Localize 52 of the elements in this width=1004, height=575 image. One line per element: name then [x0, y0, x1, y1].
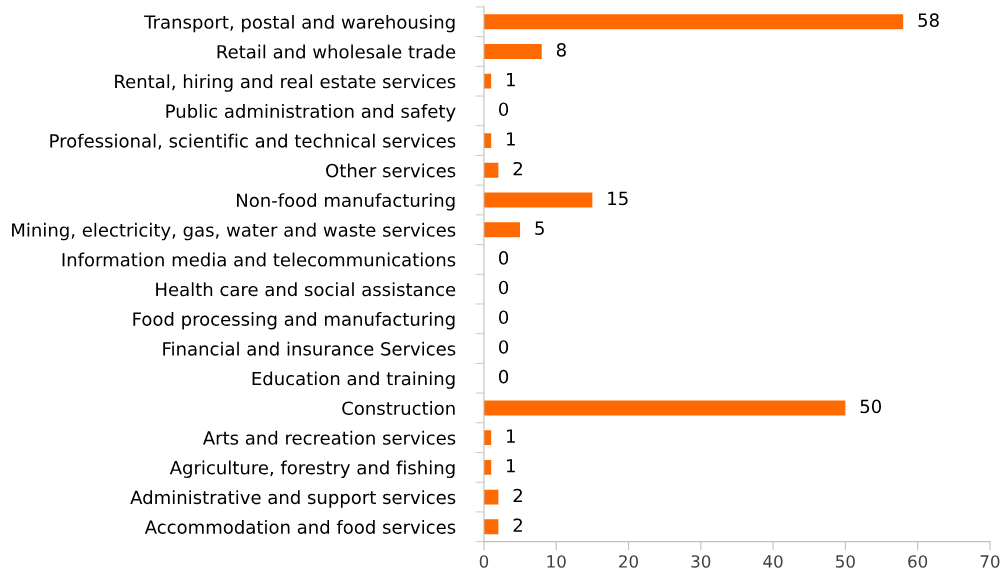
bar — [483, 489, 499, 505]
y-tick-label: Mining, electricity, gas, water and waste services — [12, 222, 456, 241]
bar — [483, 192, 593, 208]
x-tick-label: 20 — [619, 555, 638, 568]
y-tick-label: Non-food manufacturing — [237, 193, 455, 211]
data-label: 1 — [507, 132, 515, 146]
data-label: 1 — [507, 72, 515, 87]
y-tick-label: Information media and telecommunications — [62, 252, 456, 267]
data-label: 2 — [513, 488, 522, 503]
x-tick-label: 40 — [763, 555, 783, 568]
x-tick-label: 30 — [691, 555, 711, 568]
x-tick-label: 70 — [980, 555, 1000, 568]
x-tick-label: 60 — [908, 555, 928, 568]
bar — [483, 519, 499, 535]
y-tick-label: Financial and insurance Services — [163, 341, 456, 356]
y-tick-label: Health care and social assistance — [156, 282, 456, 297]
data-label: 0 — [499, 310, 509, 325]
data-label: 0 — [499, 369, 509, 384]
bar — [483, 400, 846, 416]
data-label: 8 — [556, 43, 566, 57]
data-label: 1 — [507, 429, 515, 443]
data-label: 58 — [918, 13, 939, 27]
data-label: 15 — [608, 191, 628, 206]
data-label: 0 — [499, 280, 509, 295]
x-tick-label: 50 — [836, 555, 855, 568]
data-label: 0 — [499, 251, 509, 265]
y-tick-label: Other services — [326, 163, 456, 178]
y-tick-label: Food processing and manufacturing — [133, 311, 455, 330]
data-label: 50 — [860, 399, 882, 414]
data-label: 5 — [535, 221, 544, 235]
x-tick-label: 0 — [479, 555, 489, 568]
bar — [483, 162, 499, 178]
y-tick-label: Administrative and support services — [130, 490, 456, 508]
bar — [483, 222, 521, 238]
bar — [483, 14, 904, 30]
y-tick-label: Rental, hiring and real estate services — [115, 74, 456, 92]
data-label: 2 — [513, 518, 522, 532]
x-tick-label: 10 — [547, 555, 566, 568]
y-tick-label: Agriculture, forestry and fishing — [169, 460, 455, 478]
data-label: 0 — [499, 340, 509, 354]
y-tick-label: Arts and recreation services — [202, 430, 456, 445]
data-label: 0 — [499, 102, 509, 117]
y-tick-label: Accommodation and food services — [144, 519, 456, 534]
y-tick-label: Construction — [342, 401, 455, 416]
y-tick-label: Retail and wholesale trade — [217, 44, 456, 59]
y-tick-label: Transport, postal and warehousing — [144, 14, 455, 33]
y-tick-label: Education and training — [252, 371, 455, 389]
y-tick-label: Public administration and safety — [166, 104, 456, 122]
bar — [483, 44, 542, 59]
data-label: 1 — [507, 459, 515, 473]
data-label: 2 — [513, 161, 522, 176]
y-tick-label: Professional, scientific and technical services — [50, 133, 456, 150]
